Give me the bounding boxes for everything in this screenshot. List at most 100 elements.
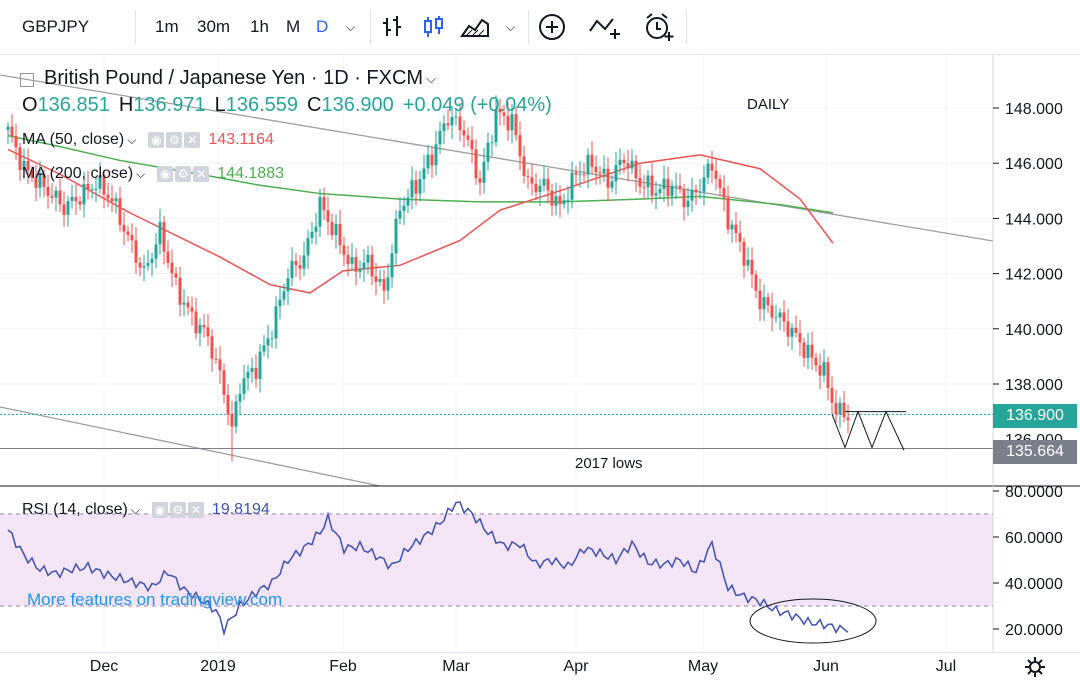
interval-30m[interactable]: 30m — [197, 17, 231, 36]
rsi-controls[interactable]: ◉ ⚙ ✕ — [151, 502, 204, 518]
eye-icon[interactable]: ◉ — [148, 132, 165, 148]
candle-body — [430, 154, 434, 166]
candle-body — [590, 154, 594, 167]
gear-icon[interactable]: ⚙ — [175, 166, 192, 182]
ma50-controls[interactable]: ◉ ⚙ ✕ — [148, 132, 201, 148]
candle-body — [10, 126, 14, 137]
candles-icon[interactable] — [421, 14, 447, 40]
bar-chart-icon[interactable] — [380, 14, 406, 40]
candle-body — [234, 401, 238, 427]
candle-body — [478, 178, 482, 183]
ma50-legend[interactable]: MA (50, close) ⌵ ◉ ⚙ ✕ 143.1164 — [22, 131, 274, 149]
xtick-dec: Dec — [89, 658, 119, 675]
price-chart[interactable]: 148.000 146.000 144.000 142.000 140.000 138.0… — [0, 55, 1080, 652]
candle-body — [326, 210, 330, 222]
interval-1m[interactable]: 1m — [155, 17, 179, 36]
candle-body — [286, 278, 290, 292]
add-indicator-icon[interactable] — [538, 13, 566, 41]
ma200-label: MA (200, close) — [22, 165, 134, 182]
watermark-link[interactable]: More features on tradingview.com — [27, 590, 283, 609]
ma200-controls[interactable]: ◉ ⚙ ✕ — [157, 166, 210, 182]
candle-body — [642, 186, 646, 188]
candle-body — [714, 170, 718, 179]
candle-body — [446, 123, 450, 126]
candle-body — [654, 193, 658, 196]
interval-m[interactable]: M — [286, 17, 301, 36]
chevron-down-icon[interactable]: ⌵ — [506, 19, 516, 34]
candle-body — [82, 183, 86, 205]
candle-body — [802, 342, 806, 359]
trend-lines — [0, 74, 994, 487]
eye-icon[interactable]: ◉ — [151, 502, 168, 518]
rsi-band — [0, 514, 993, 606]
candle-body — [178, 277, 182, 305]
collapse-icon[interactable] — [20, 72, 34, 87]
chevron-down-icon[interactable]: ⌵ — [346, 19, 356, 34]
candle-body — [98, 175, 102, 189]
close-icon[interactable]: ✕ — [187, 502, 204, 518]
interval-1h[interactable]: 1h — [250, 17, 269, 36]
xtick-may: May — [687, 658, 719, 675]
compare-icon[interactable] — [588, 13, 622, 41]
candle-body — [614, 165, 618, 182]
rsi-tick-label: 40.0000 — [1005, 576, 1063, 593]
candle-body — [826, 362, 830, 388]
candle-body — [374, 276, 378, 282]
candle-body — [322, 197, 326, 211]
gear-icon[interactable]: ⚙ — [169, 502, 186, 518]
candle-body — [490, 142, 494, 144]
price-tick-label: 138.000 — [1005, 377, 1063, 394]
candle-body — [78, 201, 82, 205]
candle-body — [814, 357, 818, 366]
symbol-search[interactable]: GBPJPY — [22, 17, 90, 36]
candle-body — [310, 231, 314, 239]
candle-body — [6, 126, 10, 131]
rsi-axis[interactable]: 80.0000 60.0000 40.0000 20.0000 — [993, 484, 1063, 639]
candle-body — [530, 177, 534, 184]
candle-body — [682, 188, 686, 208]
time-axis[interactable] — [0, 652, 1080, 684]
candle-body — [818, 365, 822, 376]
settings-gear-icon[interactable] — [1024, 656, 1046, 678]
close-icon[interactable]: ✕ — [184, 132, 201, 148]
price-axis[interactable]: 148.000 146.000 144.000 142.000 140.000 138.0… — [993, 101, 1063, 449]
candle-body — [418, 179, 422, 194]
area-chart-icon[interactable] — [460, 14, 490, 40]
chevron-down-icon[interactable]: ⌵ — [426, 70, 436, 86]
close-icon[interactable]: ✕ — [193, 166, 210, 182]
interval-d[interactable]: D — [316, 17, 329, 36]
candle-body — [502, 112, 506, 116]
candle-body — [442, 123, 446, 132]
candle-body — [242, 378, 246, 394]
candle-body — [26, 160, 30, 171]
chevron-down-icon[interactable]: ⌵ — [127, 132, 137, 147]
candle-body — [542, 178, 546, 186]
gear-icon[interactable]: ⚙ — [166, 132, 183, 148]
candle-body — [370, 254, 374, 277]
candle-body — [222, 370, 226, 395]
top-toolbar: GBPJPY 1m 30m 1h M D ⌵ ⌵ — [0, 0, 1080, 55]
high-label: H — [118, 94, 134, 116]
rsi-circle-drawing — [749, 598, 877, 644]
candle-body — [58, 190, 62, 205]
candles — [6, 95, 850, 462]
candle-body — [330, 221, 334, 236]
series-title[interactable]: British Pound / Japanese Yen · 1D · FXCM… — [20, 67, 436, 90]
candle-body — [378, 278, 382, 282]
alert-icon[interactable] — [643, 12, 675, 42]
candle-body — [110, 198, 114, 202]
candle-body — [302, 255, 306, 269]
candle-body — [214, 358, 218, 360]
ma200-legend[interactable]: MA (200, close) ⌵ ◉ ⚙ ✕ 144.1883 — [22, 165, 284, 183]
candle-body — [474, 149, 478, 179]
candle-body — [570, 172, 574, 200]
candle-body — [630, 160, 634, 169]
eye-icon[interactable]: ◉ — [157, 166, 174, 182]
rsi-legend[interactable]: RSI (14, close) ⌵ ◉ ⚙ ✕ 19.8194 — [22, 501, 270, 519]
chevron-down-icon[interactable]: ⌵ — [136, 166, 146, 181]
chevron-down-icon[interactable]: ⌵ — [130, 502, 140, 517]
candle-body — [114, 198, 118, 202]
candle-body — [174, 273, 178, 278]
candle-body — [586, 154, 590, 175]
candle-body — [786, 321, 790, 337]
